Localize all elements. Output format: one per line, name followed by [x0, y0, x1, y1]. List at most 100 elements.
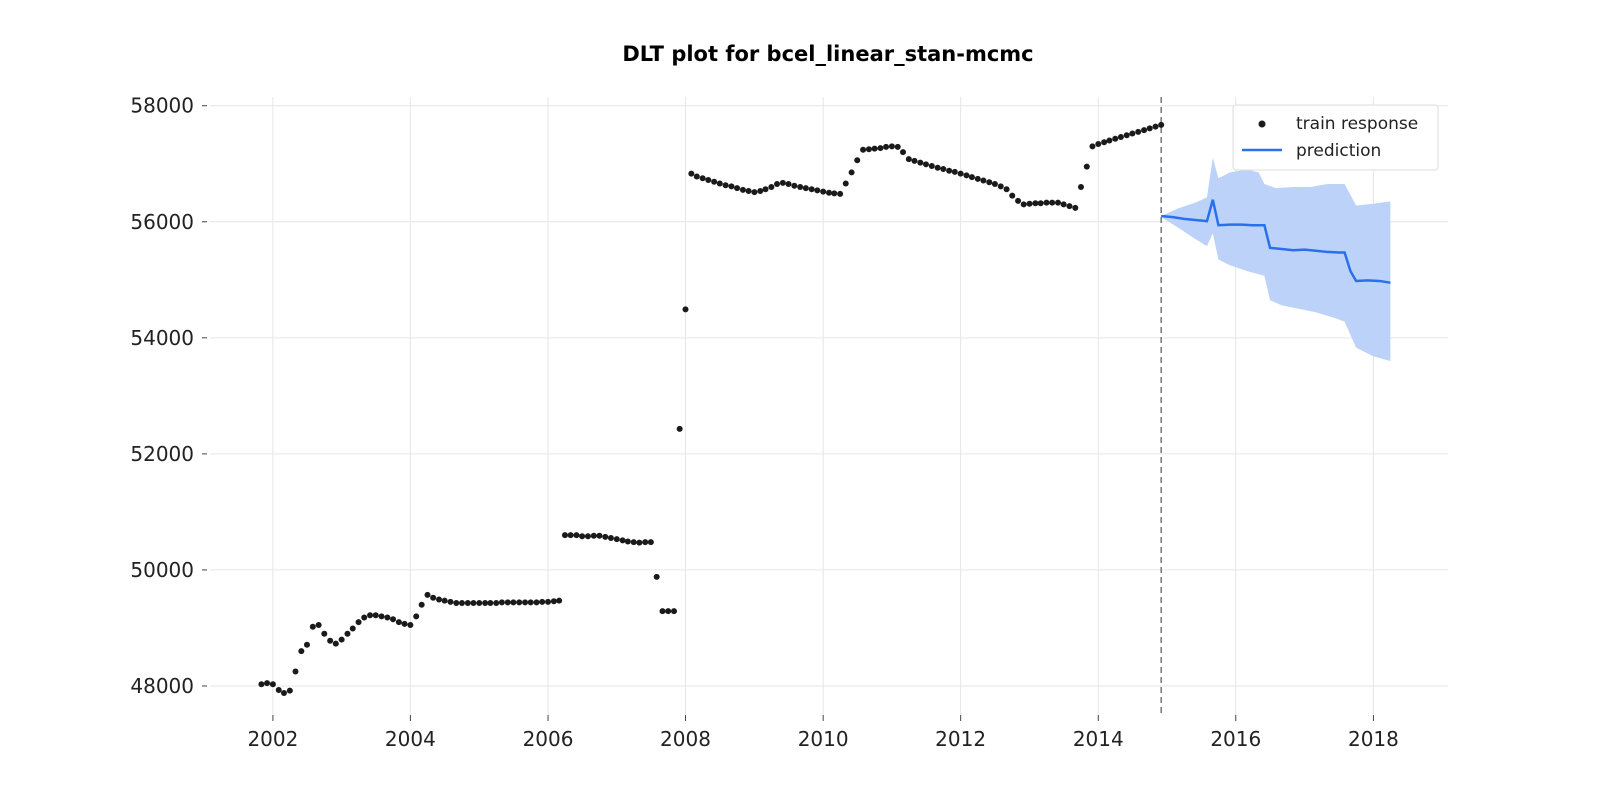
band-layer: [1161, 157, 1391, 362]
train-point: [327, 637, 334, 644]
train-point: [584, 533, 591, 540]
train-point: [728, 183, 735, 190]
train-point: [820, 188, 827, 195]
train-point: [590, 532, 597, 539]
train-point: [338, 636, 345, 643]
train-point: [699, 175, 706, 182]
train-point: [676, 425, 683, 432]
train-point: [321, 630, 328, 637]
train-point: [842, 180, 849, 187]
point-layer: [258, 121, 1165, 696]
train-point: [888, 143, 895, 150]
x-tick-label: 2010: [798, 727, 849, 751]
train-point: [1037, 200, 1044, 207]
train-point: [264, 680, 271, 687]
line-layer: [1161, 199, 1391, 284]
train-point: [275, 687, 282, 694]
train-point: [619, 537, 626, 544]
train-point: [413, 613, 420, 620]
x-tick-label: 2018: [1348, 727, 1399, 751]
train-point: [1072, 204, 1079, 211]
y-tick-label: 56000: [130, 210, 194, 234]
train-point: [871, 145, 878, 152]
y-tick-label: 52000: [130, 442, 194, 466]
legend-prediction-label: prediction: [1296, 141, 1381, 161]
train-point: [441, 597, 448, 604]
train-point: [1032, 200, 1039, 207]
train-point: [940, 165, 947, 172]
legend-box: [1232, 104, 1439, 171]
legend: train response prediction: [1232, 104, 1439, 171]
train-point: [435, 596, 442, 603]
train-point: [831, 190, 838, 197]
train-point: [602, 533, 609, 540]
train-point: [407, 622, 414, 629]
train-point: [384, 614, 391, 621]
train-point: [1152, 123, 1159, 130]
train-point: [745, 188, 752, 195]
train-point: [922, 161, 929, 168]
train-point: [309, 623, 316, 630]
x-tick-label: 2004: [385, 727, 436, 751]
train-point: [808, 186, 815, 193]
train-point: [894, 143, 901, 150]
y-tick-label: 50000: [130, 558, 194, 582]
train-point: [837, 190, 844, 197]
train-point: [1054, 199, 1061, 206]
train-point: [968, 174, 975, 181]
x-tick-label: 2012: [935, 727, 986, 751]
train-point: [1158, 121, 1165, 128]
train-point: [1043, 199, 1050, 206]
train-point: [596, 532, 603, 539]
train-point: [527, 599, 534, 606]
train-point: [482, 600, 489, 607]
train-point: [768, 183, 775, 190]
train-point: [791, 182, 798, 189]
train-point: [573, 532, 580, 539]
train-point: [659, 608, 666, 615]
x-tick-label: 2014: [1073, 727, 1124, 751]
train-point: [624, 538, 631, 545]
train-point: [630, 539, 637, 546]
legend-train-label: train response: [1296, 114, 1418, 134]
train-point: [779, 179, 786, 186]
train-point: [458, 600, 465, 607]
train-point: [292, 668, 299, 675]
train-point: [963, 172, 970, 179]
train-point: [1049, 199, 1056, 206]
train-point: [722, 182, 729, 189]
chart-title: DLT plot for bcel_linear_stan-mcmc: [622, 42, 1033, 66]
train-point: [705, 176, 712, 183]
train-point: [797, 183, 804, 190]
train-point: [1083, 163, 1090, 170]
train-point: [390, 616, 397, 623]
train-point: [802, 185, 809, 192]
train-point: [470, 600, 477, 607]
axis-layer: 2002 2004 2006 2008 2010 2012 2014 2016 2018 4800…: [130, 94, 1399, 751]
prediction-band: [1161, 157, 1391, 362]
train-point: [877, 145, 884, 152]
train-point: [539, 598, 546, 605]
train-point: [498, 599, 505, 606]
train-point: [332, 640, 339, 647]
train-point: [1003, 186, 1010, 193]
train-point: [671, 608, 678, 615]
train-point: [378, 613, 385, 620]
train-point: [917, 159, 924, 166]
x-tick-label: 2006: [523, 727, 574, 751]
train-point: [464, 600, 471, 607]
train-point: [561, 532, 568, 539]
train-point: [258, 681, 265, 688]
y-tick-label: 54000: [130, 326, 194, 350]
train-point: [647, 539, 654, 546]
train-point: [642, 539, 649, 546]
train-point: [997, 183, 1004, 190]
train-point: [1129, 130, 1136, 137]
train-point: [286, 687, 293, 694]
train-point: [447, 598, 454, 605]
legend-train-marker: [1258, 120, 1266, 128]
train-point: [298, 648, 305, 655]
train-point: [1117, 134, 1124, 141]
train-point: [1026, 200, 1033, 207]
train-point: [476, 600, 483, 607]
